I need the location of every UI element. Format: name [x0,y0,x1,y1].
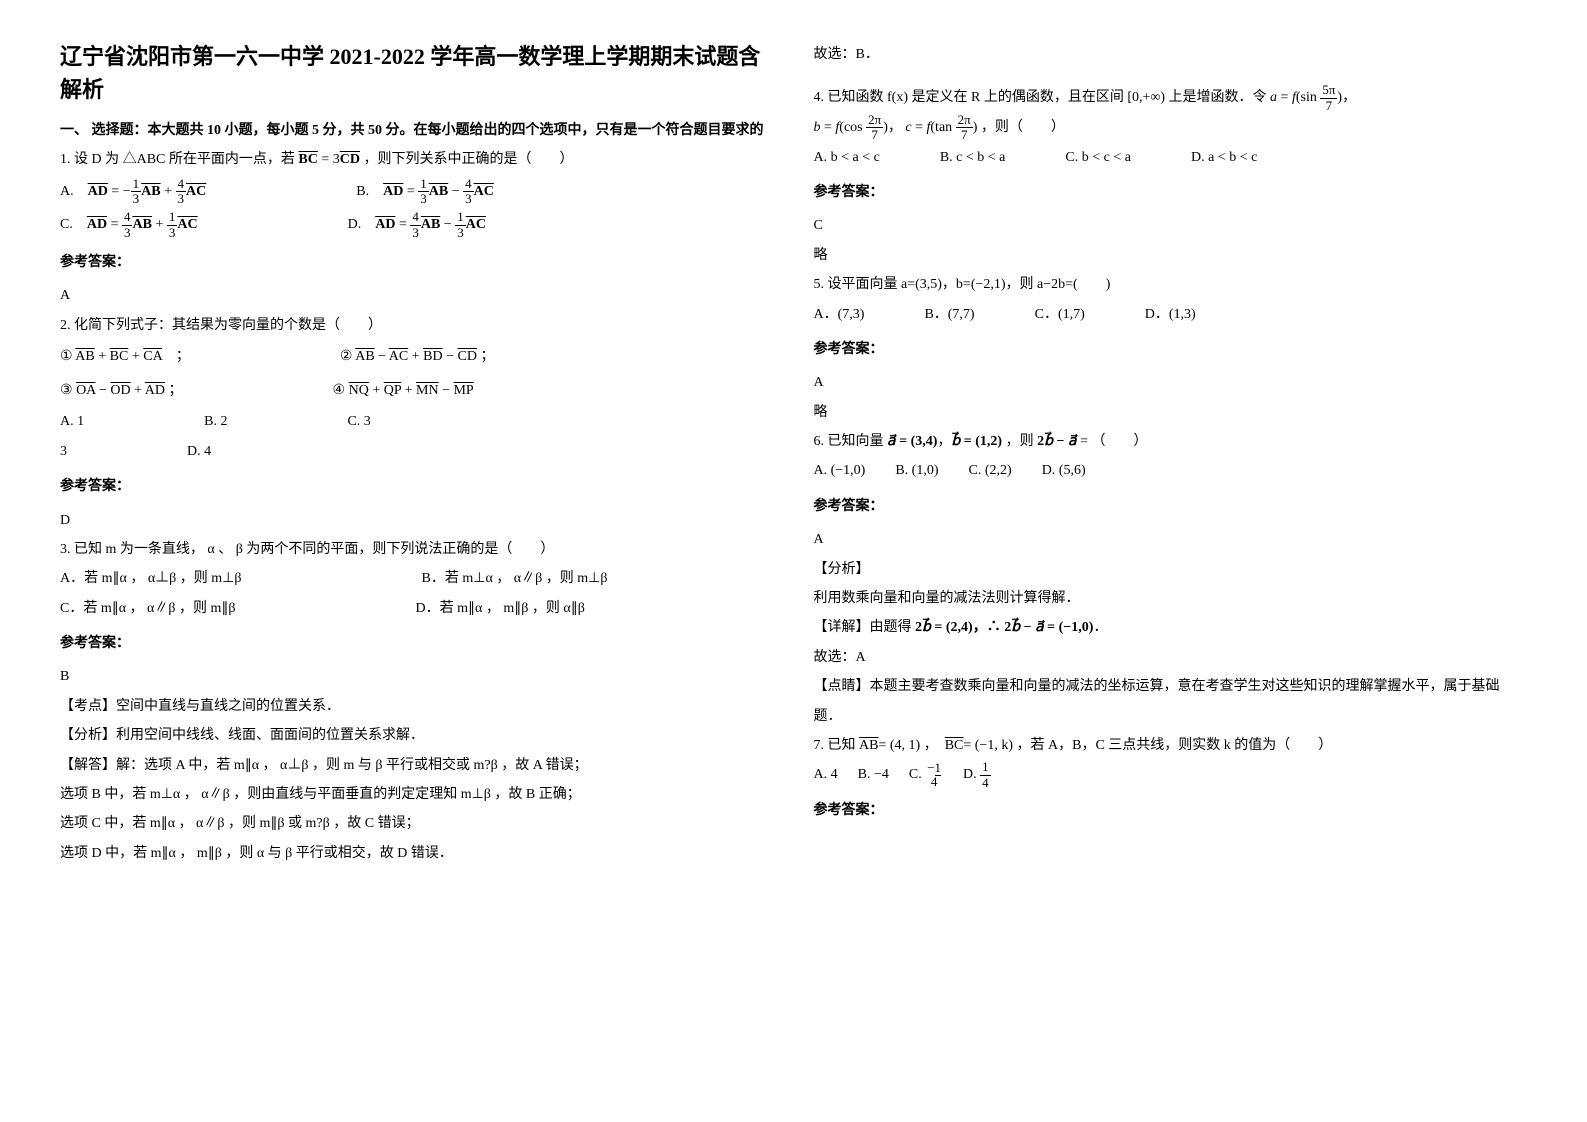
q3-fenxi: 利用空间中线线、线面、面面间的位置关系求解． [116,728,424,743]
question-6: 6. 已知向量 a⃗ = (3,4)，b⃗ = (1,2) ，则 2b⃗ − a… [814,427,1528,731]
q1-answer-label: 参考答案： [60,248,774,277]
q4-answer: C [814,211,1528,240]
q6-fenxi-label: 【分析】 [814,555,1528,584]
q6-option-a: A. (−1,0) [814,456,866,485]
page-title: 辽宁省沈阳市第一六一中学 2021-2022 学年高一数学理上学期期末试题含解析 [60,40,774,106]
q4-option-b: B. c < b < a [940,143,1006,172]
q1-option-c: C. AD = 43AB + 13AC [60,208,198,242]
q1-option-b: B. AD = 13AB − 43AC [356,175,494,209]
q4-answer-label: 参考答案： [814,178,1528,207]
q4-option-d: D. a < b < c [1191,143,1257,172]
q2-expr-1: ① AB + BC + CA ； [60,340,190,374]
q3-jieda-label: 【解答】 [60,758,116,773]
q2-answer-label: 参考答案： [60,472,774,501]
q7-option-a: A. 4 [814,760,838,790]
q6-stem-mid: ，则 [1006,434,1038,449]
q3-kaodian-label: 【考点】 [60,699,116,714]
q1-stem-pre: 1. 设 D 为 △ABC 所在平面内一点，若 [60,152,298,167]
q5-answer: A [814,368,1528,397]
q1-option-d: D. AD = 43AB − 13AC [348,208,486,242]
q2-option-c: C. 3 [347,407,370,436]
q4-option-c: C. b < c < a [1065,143,1131,172]
q2-option-d-extra: 3 [60,437,67,466]
q5-option-a: A．(7,3) [814,300,865,329]
q7-stem-pre: 7. 已知 [814,738,860,753]
q3-option-a: A．若 m∥α ， α⊥β ，则 m⊥β [60,564,242,593]
q6-option-d: D. (5,6) [1042,456,1086,485]
q5-answer-label: 参考答案： [814,335,1528,364]
question-5: 5. 设平面向量 a=(3,5)，b=(−2,1)，则 a−2b=( ) A．(… [814,270,1528,427]
q2-stem: 2. 化简下列式子：其结果为零向量的个数是（ ） [60,311,774,340]
q2-expr-3: ③ OA − OD + AD ； [60,374,183,408]
q5-option-c: C．(1,7) [1035,300,1085,329]
q6-answer: A [814,525,1528,554]
q2-expr-4: ④ NQ + QP + MN − MP [333,374,474,408]
q7-stem-post: ，若 A，B，C 三点共线，则实数 k 的值为（ ） [1017,738,1333,753]
q3-option-c: C．若 m∥α ， α∥β ，则 m∥β [60,594,236,623]
q5-option-d: D．(1,3) [1145,300,1196,329]
q7-option-c: C. −14 [909,760,943,790]
q3-fenxi-label: 【分析】 [60,728,116,743]
q3-option-b: B．若 m⊥α ， α∥β ，则 m⊥β [422,564,608,593]
q3-jieda-4: 选项 D 中，若 m∥α ， m∥β ，则 α 与 β 平行或相交，故 D 错误… [60,839,774,868]
q3-jieda-2: 选项 B 中，若 m⊥α ， α∥β ，则由直线与平面垂直的判定定理知 m⊥β … [60,780,774,809]
q3-stem: 3. 已知 m 为一条直线， α 、 β 为两个不同的平面，则下列说法正确的是（… [60,535,774,564]
right-column: 故选：B． 4. 已知函数 f(x) 是定义在 R 上的偶函数，且在区间 [0,… [814,40,1528,868]
q3-jieda-1: 解：选项 A 中，若 m∥α ， α⊥β ，则 m 与 β 平行或相交或 m?β… [116,758,588,773]
section-1-heading: 一、 选择题：本大题共 10 小题，每小题 5 分，共 50 分。在每小题给出的… [60,116,774,145]
left-column: 辽宁省沈阳市第一六一中学 2021-2022 学年高一数学理上学期期末试题含解析… [60,40,774,868]
q1-option-a: A. AD = −13AB + 43AC [60,175,206,209]
q6-dianjing: 本题主要考查数乘向量和向量的减法的坐标运算，意在考查学生对这些知识的理解掌握水平… [814,679,1500,723]
question-4: 4. 已知函数 f(x) 是定义在 R 上的偶函数，且在区间 [0,+∞) 上是… [814,83,1528,270]
q4-stem-pre: 4. 已知函数 f(x) 是定义在 R 上的偶函数，且在区间 [0,+∞) 上是… [814,90,1271,105]
q6-guxuan: 故选：A [814,643,1528,672]
q6-stem-pre: 6. 已知向量 [814,434,888,449]
q3-answer-label: 参考答案： [60,629,774,658]
q5-stem: 5. 设平面向量 a=(3,5)，b=(−2,1)，则 a−2b=( ) [814,270,1528,299]
q7-answer-label: 参考答案： [814,796,1528,825]
q6-option-b: B. (1,0) [895,456,938,485]
q2-option-d: D. 4 [187,437,211,466]
q4-stem-post: ，则（ ） [981,120,1065,135]
q1-answer: A [60,281,774,310]
q6-xiangjie-label: 【详解】 [814,620,870,635]
q2-answer: D [60,506,774,535]
question-7: 7. 已知 AB= (4, 1) ， BC= (−1, k) ，若 A，B，C … [814,731,1528,825]
q6-stem-post: = （ ） [1080,434,1147,449]
q7-option-b: B. −4 [858,760,889,790]
q3-kaodian: 空间中直线与直线之间的位置关系． [116,699,340,714]
q6-dianjing-label: 【点睛】 [814,679,870,694]
exam-page: 辽宁省沈阳市第一六一中学 2021-2022 学年高一数学理上学期期末试题含解析… [0,0,1587,908]
q7-option-d: D. 14 [963,760,991,790]
q2-option-a: A. 1 [60,407,84,436]
question-3: 3. 已知 m 为一条直线， α 、 β 为两个不同的平面，则下列说法正确的是（… [60,535,774,868]
question-1: 1. 设 D 为 △ABC 所在平面内一点，若 BC = 3CD ，则下列关系中… [60,145,774,310]
q3-guxuan: 故选：B． [814,40,1528,69]
q2-expr-2: ② AB − AC + BD − CD ； [340,340,495,374]
q4-lue: 略 [814,241,1528,270]
q2-option-b: B. 2 [204,407,227,436]
q5-option-b: B．(7,7) [924,300,974,329]
q3-option-d: D．若 m∥α ， m∥β ，则 α∥β [416,594,585,623]
q3-jieda-3: 选项 C 中，若 m∥α ， α∥β ，则 m∥β 或 m?β ，故 C 错误； [60,809,774,838]
q3-answer: B [60,662,774,691]
q4-option-a: A. b < a < c [814,143,880,172]
q6-option-c: C. (2,2) [969,456,1012,485]
q1-stem-post: ，则下列关系中正确的是（ ） [364,152,574,167]
q5-lue: 略 [814,398,1528,427]
question-2: 2. 化简下列式子：其结果为零向量的个数是（ ） ① AB + BC + CA … [60,311,774,535]
q6-answer-label: 参考答案： [814,492,1528,521]
q6-fenxi: 利用数乘向量和向量的减法法则计算得解． [814,584,1528,613]
q1-cond: BC [298,152,317,167]
